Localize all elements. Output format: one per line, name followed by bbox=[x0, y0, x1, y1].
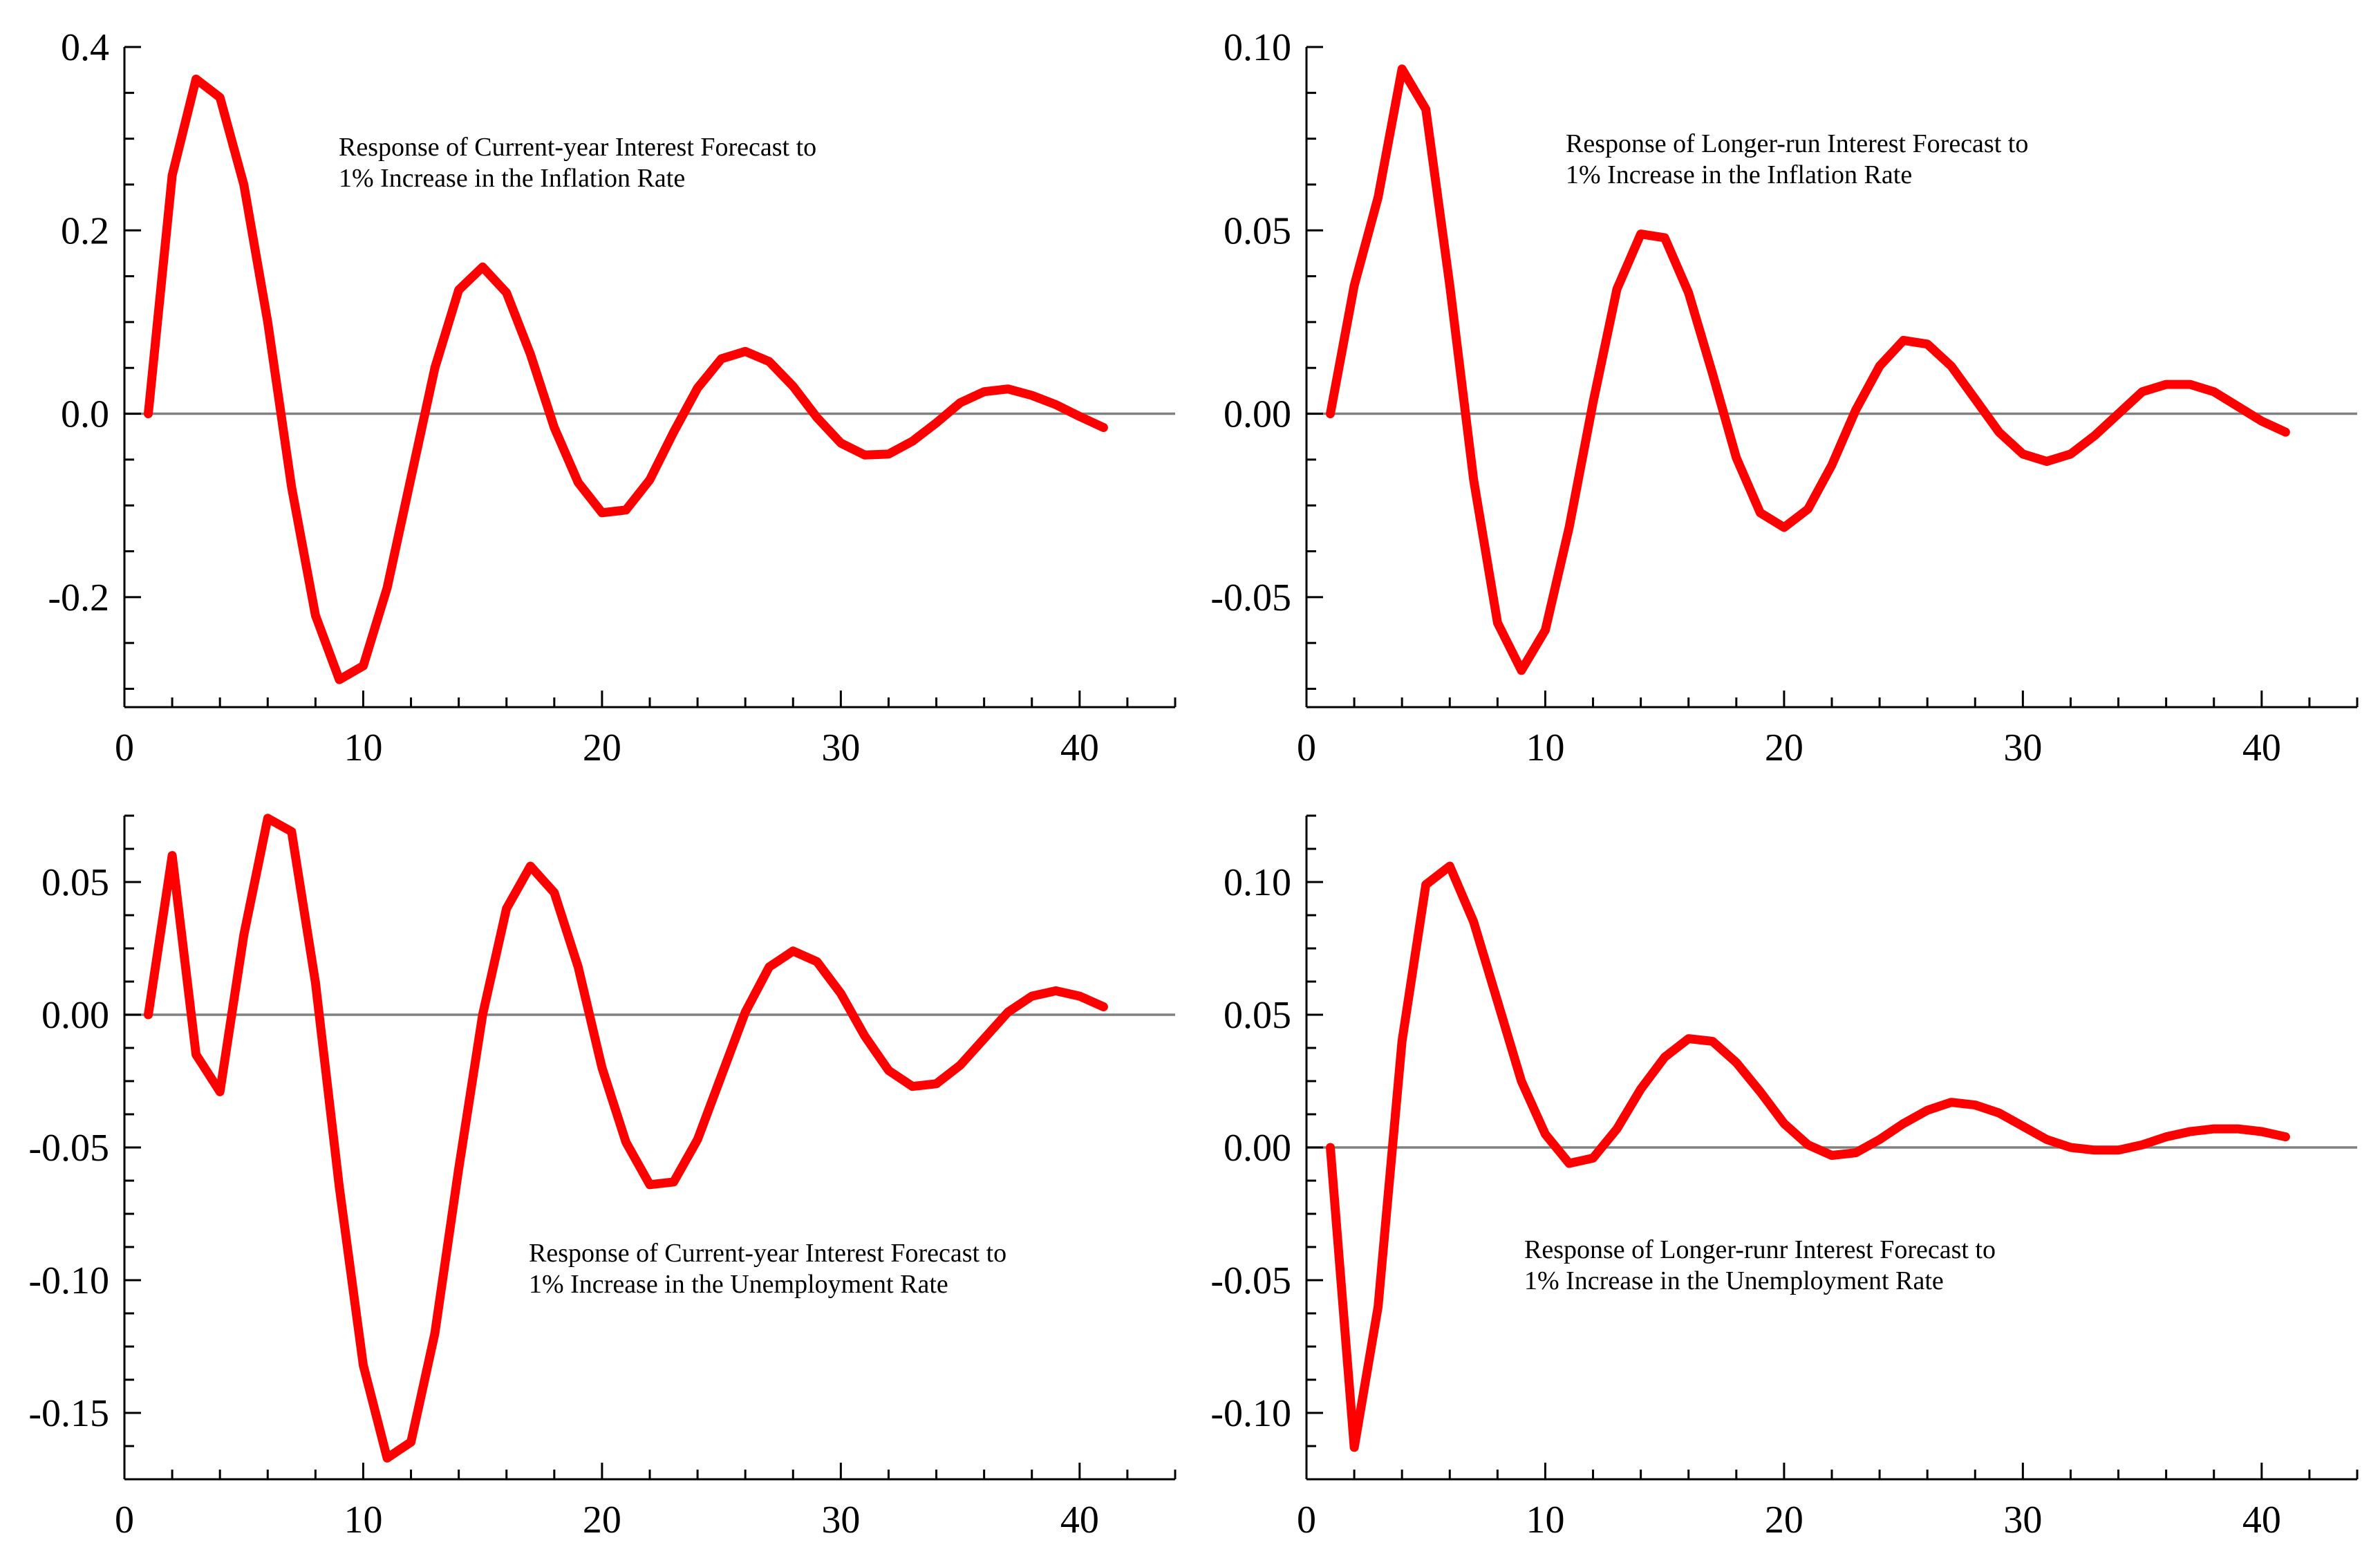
series-line bbox=[1326, 861, 2290, 1452]
x-tick-label: 10 bbox=[1526, 1499, 1564, 1541]
y-tick-label: 0.00 bbox=[41, 994, 109, 1037]
y-tick-label: -0.05 bbox=[1210, 576, 1291, 619]
y-tick-label: -0.10 bbox=[28, 1259, 109, 1302]
chart-annotation: 1% Increase in the Inflation Rate bbox=[339, 164, 685, 193]
series-line bbox=[1326, 64, 2290, 675]
series-line bbox=[144, 74, 1108, 684]
y-tick-label: 0.2 bbox=[61, 209, 109, 252]
y-tick-label: 0.0 bbox=[61, 393, 109, 436]
x-tick-label: 0 bbox=[115, 1499, 134, 1541]
chart-annotation: Response of Longer-runr Interest Forecas… bbox=[1524, 1235, 1996, 1264]
x-tick-label: 0 bbox=[115, 726, 134, 769]
x-tick-label: 20 bbox=[1765, 1499, 1803, 1541]
x-tick-label: 0 bbox=[1297, 726, 1316, 769]
y-tick-label: 0.00 bbox=[1224, 1127, 1291, 1170]
y-tick-label: 0.05 bbox=[1224, 994, 1291, 1037]
x-tick-label: 10 bbox=[1526, 726, 1564, 769]
series-line bbox=[144, 814, 1108, 1463]
x-tick-label: 30 bbox=[2003, 1499, 2042, 1541]
x-tick-label: 10 bbox=[344, 1499, 382, 1541]
chart-annotation: Response of Current-year Interest Foreca… bbox=[339, 133, 816, 162]
y-tick-label: 0.05 bbox=[41, 861, 109, 904]
x-tick-label: 40 bbox=[2242, 1499, 2281, 1541]
y-tick-label: 0.00 bbox=[1224, 393, 1291, 436]
x-tick-label: 40 bbox=[2242, 726, 2281, 769]
y-tick-label: 0.10 bbox=[1224, 861, 1291, 904]
y-tick-label: -0.10 bbox=[1210, 1392, 1291, 1435]
chart-annotation: Response of Longer-run Interest Forecast… bbox=[1566, 129, 2028, 158]
x-tick-label: 30 bbox=[2003, 726, 2042, 769]
chart-panel-current-year-unemployment: -0.15 -0.10 -0.05 0.00 0.05 0 10 20 30 40 Response… bbox=[28, 814, 1177, 1541]
chart-panel-longer-run-inflation: -0.05 0.00 0.05 0.10 0 10 20 30 40 Response of Lo… bbox=[1210, 26, 2359, 769]
x-tick-label: 10 bbox=[344, 726, 382, 769]
y-tick-label: -0.15 bbox=[28, 1392, 109, 1435]
x-tick-label: 40 bbox=[1060, 726, 1099, 769]
x-tick-label: 30 bbox=[821, 726, 860, 769]
y-tick-label: 0.4 bbox=[61, 26, 109, 69]
chart-panel-longer-run-unemployment: -0.10 -0.05 0.00 0.05 0.10 0 10 20 30 40 Response … bbox=[1210, 814, 2359, 1541]
x-tick-label: 30 bbox=[821, 1499, 860, 1541]
chart-annotation: 1% Increase in the Unemployment Rate bbox=[1524, 1266, 1944, 1295]
x-tick-label: 20 bbox=[583, 726, 621, 769]
x-tick-label: 40 bbox=[1060, 1499, 1099, 1541]
y-tick-label: -0.2 bbox=[48, 576, 109, 619]
x-tick-label: 20 bbox=[583, 1499, 621, 1541]
chart-annotation: 1% Increase in the Inflation Rate bbox=[1566, 160, 1912, 189]
y-tick-label: -0.05 bbox=[1210, 1259, 1291, 1302]
x-tick-label: 20 bbox=[1765, 726, 1803, 769]
chart-annotation: 1% Increase in the Unemployment Rate bbox=[529, 1270, 948, 1299]
y-tick-label: 0.10 bbox=[1224, 26, 1291, 69]
x-tick-label: 0 bbox=[1297, 1499, 1316, 1541]
chart-annotation: Response of Current-year Interest Foreca… bbox=[529, 1239, 1006, 1268]
y-tick-label: -0.05 bbox=[28, 1127, 109, 1170]
y-tick-label: 0.05 bbox=[1224, 209, 1291, 252]
chart-panel-current-year-inflation: -0.2 0.0 0.2 0.4 0 10 20 30 40 Response of Curren… bbox=[48, 26, 1177, 769]
